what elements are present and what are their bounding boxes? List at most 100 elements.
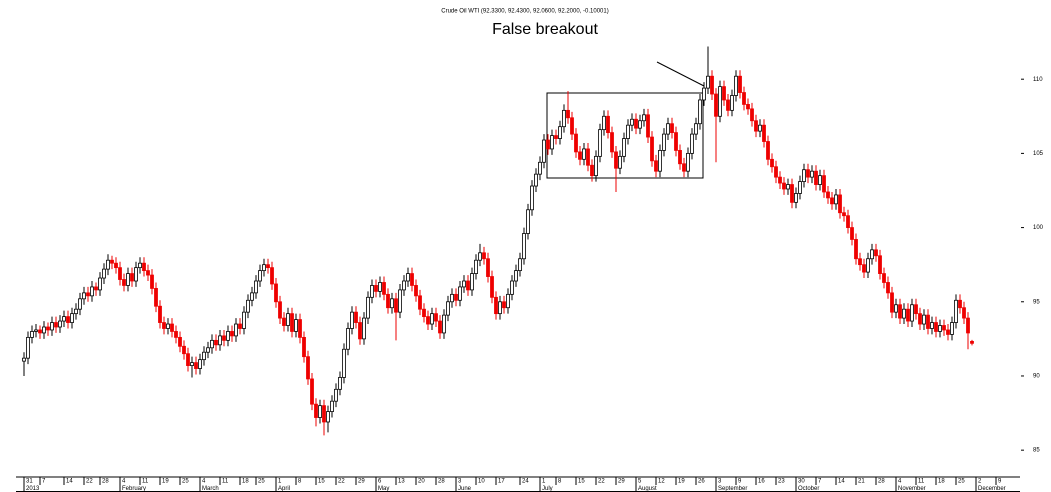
- chart-title: Crude Oil WTI (92.3300, 92.4300, 92.0600…: [441, 9, 608, 15]
- candle-body: [166, 323, 170, 329]
- candle-body: [954, 299, 958, 323]
- candle-body: [266, 264, 270, 269]
- x-tick-label: 20: [418, 479, 425, 485]
- x-tick-label: 15: [578, 479, 585, 485]
- candle-body: [282, 317, 286, 326]
- candle-body: [70, 313, 74, 323]
- annotation-pointer: [656, 61, 705, 87]
- candle-body: [374, 285, 378, 292]
- candle-body: [146, 270, 150, 276]
- candle-body: [562, 109, 566, 128]
- candle-body: [498, 301, 502, 315]
- candle-body: [450, 293, 454, 303]
- candle-body: [522, 233, 526, 260]
- candle-body: [410, 273, 414, 286]
- candle-body: [190, 362, 194, 366]
- candle-body: [554, 135, 558, 139]
- candle-body: [246, 299, 250, 313]
- candle-body: [310, 378, 314, 405]
- candle-body: [738, 75, 742, 93]
- x-tick-label: 1: [278, 479, 282, 485]
- month-label: December: [978, 486, 1006, 492]
- candle-body: [754, 120, 758, 132]
- candle-body: [646, 114, 650, 138]
- candle-body: [962, 307, 966, 319]
- range-box: [546, 92, 704, 179]
- candle-body: [770, 158, 774, 168]
- candle-body: [322, 405, 326, 423]
- candle-body: [946, 329, 950, 335]
- candle-body: [638, 120, 642, 129]
- x-tick-label: 10: [478, 479, 485, 485]
- candle-body: [38, 329, 42, 334]
- x-tick-label: 14: [66, 479, 73, 485]
- candle-body: [274, 283, 278, 303]
- candle-body: [750, 108, 754, 122]
- x-tick-label: 16: [758, 479, 765, 485]
- candle-body: [882, 273, 886, 283]
- candle-body: [942, 325, 946, 331]
- candle-body: [470, 273, 474, 291]
- x-tick-label: 22: [338, 479, 345, 485]
- candle-body: [698, 99, 702, 125]
- candle-body: [730, 95, 734, 111]
- candle-body: [798, 181, 802, 194]
- candle-body: [426, 316, 430, 325]
- month-label: March: [202, 486, 219, 492]
- candle-body: [874, 249, 878, 257]
- candle-body: [438, 320, 442, 334]
- candle-body: [574, 133, 578, 153]
- candle-body: [678, 150, 682, 165]
- x-tick-label: 19: [162, 479, 169, 485]
- candle-body: [42, 326, 46, 334]
- candle-body: [886, 282, 890, 294]
- candle-body: [230, 331, 234, 337]
- candle-body: [258, 270, 262, 282]
- candle-body: [510, 280, 514, 295]
- candle-body: [134, 267, 138, 282]
- x-tick-label: 9: [998, 479, 1002, 485]
- candle-body: [178, 336, 182, 347]
- candle-body: [586, 148, 590, 166]
- candle-body: [434, 313, 438, 322]
- candle-body: [654, 160, 658, 172]
- candle-body: [902, 308, 906, 319]
- candle-body: [294, 319, 298, 332]
- x-tick-label: 11: [222, 479, 229, 485]
- candle-body: [158, 305, 162, 323]
- x-tick-label: 28: [102, 479, 109, 485]
- candle-body: [350, 311, 354, 329]
- candle-body: [318, 405, 322, 418]
- x-tick-label: 7: [818, 479, 822, 485]
- x-tick-label: 23: [778, 479, 785, 485]
- candle-body: [502, 301, 506, 309]
- candle-body: [950, 322, 954, 335]
- candle-body: [262, 264, 266, 272]
- candle-body: [702, 87, 706, 101]
- month-label: August: [638, 486, 657, 492]
- candle-body: [170, 323, 174, 332]
- candle-body: [634, 118, 638, 129]
- candle-body: [722, 86, 726, 101]
- candle-body: [674, 132, 678, 151]
- candle-body: [662, 133, 666, 151]
- x-tick-label: 28: [878, 479, 885, 485]
- candle-body: [578, 151, 582, 160]
- candle-body: [206, 347, 210, 353]
- candle-body: [334, 388, 338, 402]
- candle-body: [714, 93, 718, 117]
- candle-body: [834, 194, 838, 205]
- candle-body: [682, 163, 686, 172]
- candle-body: [298, 319, 302, 338]
- candle-body: [442, 314, 446, 334]
- candle-body: [50, 322, 54, 331]
- candle-body: [810, 170, 814, 178]
- candle-body: [570, 117, 574, 135]
- candle-body: [226, 331, 230, 341]
- candle-body: [242, 311, 246, 329]
- x-tick-label: 8: [558, 479, 562, 485]
- candle-body: [514, 270, 518, 282]
- candle-body: [250, 292, 254, 301]
- x-tick-label: 7: [42, 479, 46, 485]
- candle-body: [202, 351, 206, 361]
